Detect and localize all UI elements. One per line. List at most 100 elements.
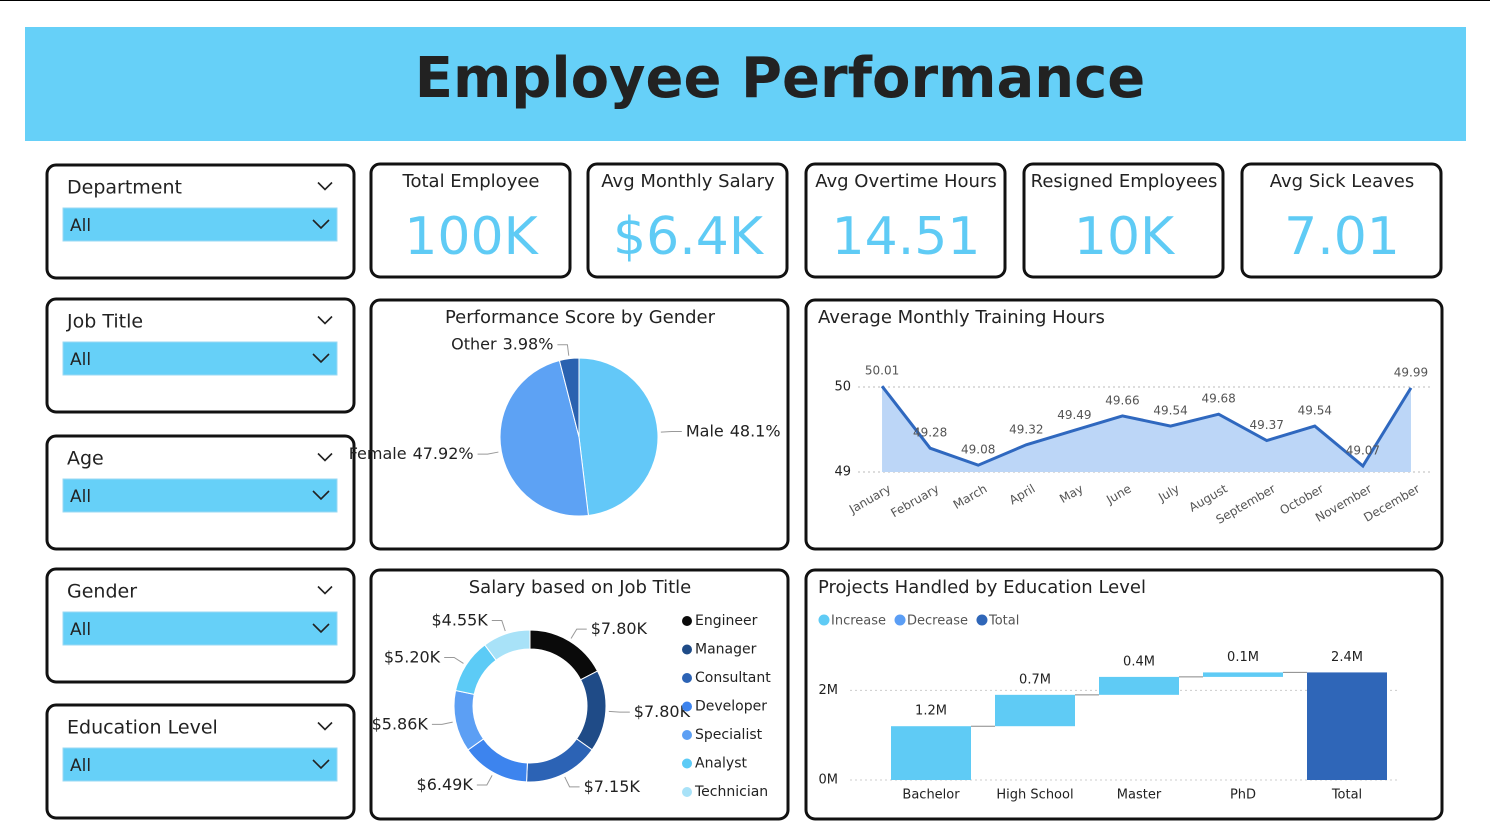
- dropdown-arrow[interactable]: [312, 759, 330, 770]
- legend-marker: [682, 701, 692, 712]
- x-tick-label: Master: [1117, 788, 1162, 803]
- leader-line: [477, 451, 499, 455]
- data-label: 49.66: [1105, 393, 1139, 407]
- data-label: 49.49: [1057, 408, 1091, 422]
- y-tick-label: 2M: [819, 683, 839, 698]
- kpi-card: [1022, 162, 1225, 279]
- legend-marker: [682, 730, 692, 740]
- value-label: 48.1%: [730, 421, 781, 440]
- leader-line: [608, 710, 630, 713]
- slicer-label: Job Title: [66, 311, 143, 333]
- pie-slice: [558, 357, 580, 438]
- data-label: 49.54: [1153, 404, 1187, 418]
- data-label: 49.08: [961, 443, 995, 457]
- slicer-label: Gender: [67, 581, 137, 603]
- data-label: 49.68: [1201, 392, 1235, 406]
- slicer-dropdown[interactable]: [62, 478, 338, 513]
- legend-marker: [682, 644, 692, 655]
- data-label: $4.55K: [432, 610, 489, 629]
- dropdown-arrow[interactable]: [312, 219, 330, 230]
- value-label: $7.15K: [584, 776, 641, 795]
- category-label: Male: [686, 421, 724, 440]
- kpi-label: Avg Sick Leaves: [1270, 171, 1414, 192]
- slicer-collapse[interactable]: [317, 721, 333, 731]
- kpi-card: [1240, 162, 1443, 279]
- data-label: $5.20K: [384, 647, 441, 666]
- x-tick-label: Total: [1331, 788, 1362, 803]
- header-band: [25, 27, 1466, 141]
- category-label: Other: [451, 334, 497, 353]
- leader-line: [431, 721, 453, 725]
- data-label: 1.2M: [915, 704, 947, 719]
- kpi-card: [804, 162, 1007, 279]
- kpi-label: Resigned Employees: [1031, 171, 1218, 192]
- donut-slice: [484, 629, 531, 661]
- data-label: 2.4M: [1331, 650, 1363, 665]
- bar: [1203, 672, 1283, 677]
- data-label: 50.01: [865, 364, 899, 378]
- x-tick-label: PhD: [1230, 788, 1256, 803]
- slicer-value: All: [70, 350, 91, 370]
- leader-line: [476, 775, 493, 786]
- pie-slice: [499, 359, 589, 517]
- slicer-collapse[interactable]: [317, 315, 333, 325]
- slicer-label: Age: [67, 448, 104, 470]
- slicer-dropdown[interactable]: [62, 207, 338, 242]
- data-label: 0.4M: [1123, 654, 1155, 669]
- slicer-dropdown[interactable]: [62, 747, 338, 782]
- kpi-label: Avg Overtime Hours: [815, 171, 996, 192]
- legend-marker: [818, 614, 830, 626]
- slicer-dropdown[interactable]: [62, 611, 338, 646]
- dropdown-arrow[interactable]: [312, 623, 330, 634]
- value-label: $5.20K: [384, 647, 441, 666]
- legend-marker: [894, 614, 906, 626]
- y-tick-label: 49: [834, 465, 851, 480]
- bar: [891, 726, 971, 780]
- kpi-value: 10K: [1074, 207, 1176, 267]
- data-label: 49.37: [1250, 418, 1284, 432]
- dropdown-arrow[interactable]: [312, 490, 330, 501]
- chart-title: Projects Handled by Education Level: [818, 577, 1146, 598]
- slicer-dropdown[interactable]: [62, 341, 338, 376]
- data-label: 49.28: [913, 426, 947, 440]
- kpi-card: [369, 162, 572, 279]
- legend-label: Consultant: [695, 670, 771, 686]
- y-tick-label: 50: [834, 380, 851, 395]
- slicer-collapse[interactable]: [317, 452, 333, 462]
- data-label: 0.1M: [1227, 650, 1259, 665]
- data-label: 49.07: [1346, 444, 1380, 458]
- value-label: $7.80K: [591, 619, 648, 638]
- legend-marker: [682, 758, 692, 769]
- slicer-collapse[interactable]: [317, 585, 333, 595]
- data-label: Other 3.98%: [451, 334, 553, 353]
- legend-marker: [682, 673, 692, 683]
- legend-label: Decrease: [907, 614, 968, 629]
- data-label: 0.7M: [1019, 672, 1051, 687]
- page-title: Employee Performance: [415, 46, 1146, 111]
- legend-marker: [682, 616, 692, 626]
- chart-title: Salary based on Job Title: [469, 577, 692, 598]
- bar: [1307, 672, 1387, 780]
- x-tick-label: High School: [996, 788, 1073, 803]
- kpi-value: 7.01: [1284, 207, 1400, 267]
- legend-marker: [976, 614, 988, 626]
- data-label: 49.32: [1009, 422, 1043, 436]
- dropdown-arrow[interactable]: [312, 353, 330, 364]
- kpi-label: Avg Monthly Salary: [601, 171, 775, 192]
- legend-label: Technician: [694, 784, 768, 800]
- bar: [1099, 676, 1179, 695]
- kpi-card: [586, 162, 789, 279]
- line: [880, 385, 1413, 469]
- data-label: 49.99: [1394, 365, 1428, 379]
- legend-marker: [682, 787, 692, 797]
- slicer-collapse[interactable]: [317, 181, 333, 191]
- slicer-value: All: [70, 620, 91, 640]
- slicer-label: Education Level: [67, 717, 218, 739]
- legend-label: Specialist: [695, 727, 763, 743]
- legend-label: Manager: [695, 642, 757, 658]
- kpi-value: 100K: [404, 207, 539, 267]
- y-tick-label: 0M: [819, 773, 839, 788]
- value-label: 3.98%: [503, 334, 554, 353]
- legend-label: Analyst: [695, 756, 747, 772]
